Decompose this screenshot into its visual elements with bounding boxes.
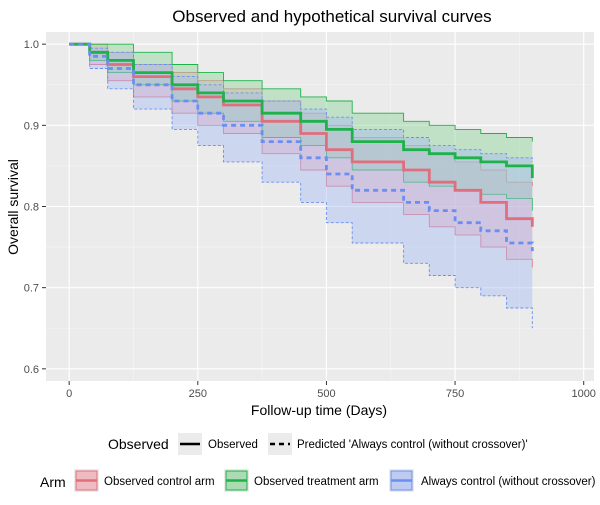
x-tick-label: 0 — [66, 388, 72, 400]
survival-lines — [69, 42, 534, 252]
legend-arm-item-3: Always control (without crossover) — [421, 476, 596, 488]
legend-arm-item-1: Observed control arm — [104, 476, 215, 488]
major-gridlines — [46, 32, 594, 381]
x-tick-label: 1000 — [571, 388, 595, 400]
legend-observed: Observed Observed Predicted 'Always cont… — [108, 433, 528, 455]
x-tick-label: 250 — [189, 388, 207, 400]
legend-arm-item-2: Observed treatment arm — [254, 476, 379, 488]
band-always-control-without-crossover — [69, 44, 533, 329]
band-lower-always-control-without-crossover — [69, 43, 533, 329]
line-always-control-without-crossover — [69, 42, 534, 252]
y-axis-label: Overall survival — [5, 159, 21, 255]
chart-title: Observed and hypothetical survival curve… — [172, 7, 491, 26]
x-axis-label: Follow-up time (Days) — [251, 402, 387, 418]
legend-arm-title: Arm — [40, 474, 66, 490]
legend-arm: Arm Observed control arm Observed treatm… — [40, 469, 596, 492]
legend-observed-item-2: Predicted 'Always control (without cross… — [297, 439, 528, 451]
x-tick-label: 500 — [317, 388, 335, 400]
x-axis-ticks: 0 250 500 750 1000 — [66, 381, 596, 400]
y-tick-label: 1.0 — [24, 39, 39, 51]
x-tick-label: 750 — [446, 388, 464, 400]
band-upper-always-control-without-crossover — [69, 43, 533, 162]
y-tick-label: 0.9 — [24, 120, 39, 132]
y-axis-ticks: 0.6 0.7 0.8 0.9 1.0 — [24, 39, 46, 376]
legend-observed-title: Observed — [108, 436, 169, 452]
legend-observed-item-1: Observed — [208, 439, 258, 451]
y-tick-label: 0.6 — [24, 364, 39, 376]
band-lower-observed-control-arm — [69, 43, 533, 268]
y-tick-label: 0.7 — [24, 283, 39, 295]
band-upper-observed-treatment-arm — [69, 43, 533, 142]
line-observed-treatment-arm — [69, 42, 534, 179]
y-tick-label: 0.8 — [24, 202, 39, 214]
